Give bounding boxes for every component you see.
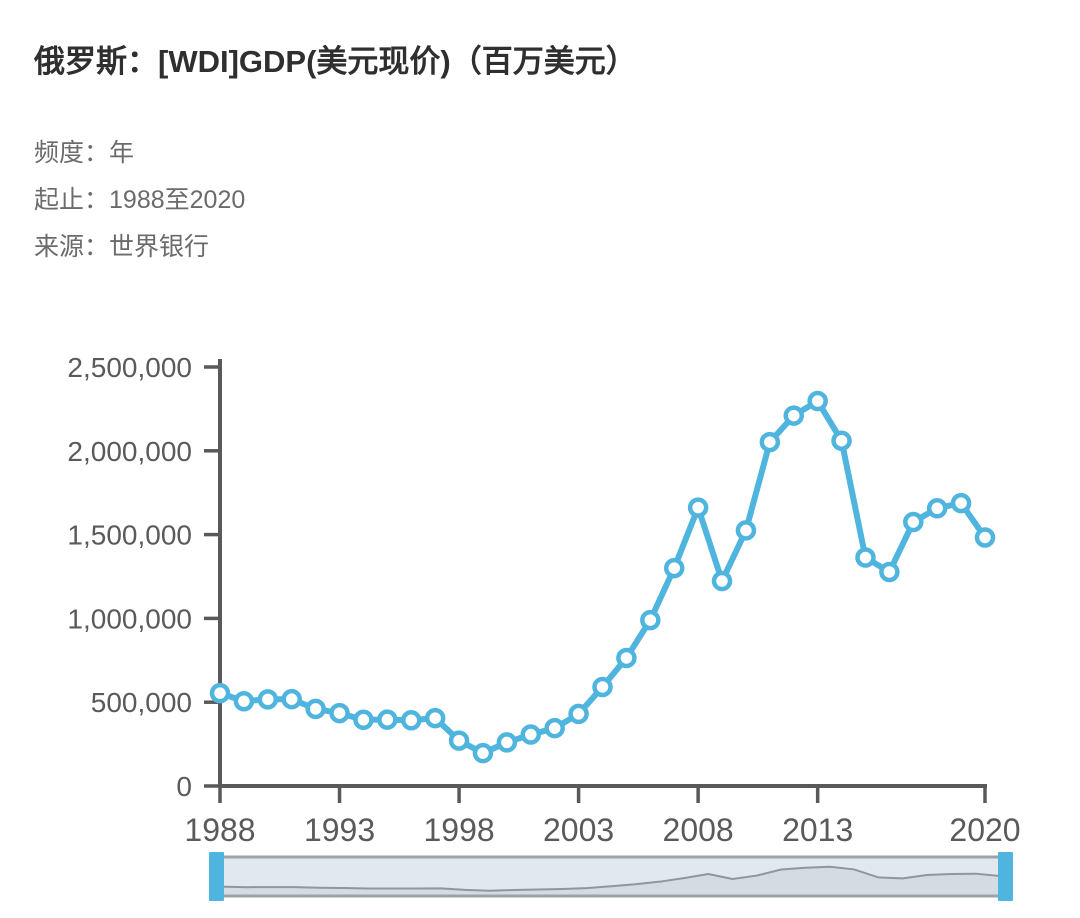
range-end-handle[interactable] xyxy=(998,852,1013,901)
data-point-marker[interactable] xyxy=(592,676,613,698)
data-point-marker[interactable] xyxy=(305,698,326,720)
data-point-marker[interactable] xyxy=(926,498,948,519)
x-axis-tick-label: 2003 xyxy=(543,812,614,848)
data-point-marker[interactable] xyxy=(640,609,661,631)
meta-label-frequency: 频度： xyxy=(34,139,110,167)
range-navigator[interactable] xyxy=(209,852,1013,901)
data-point-marker[interactable] xyxy=(544,717,565,739)
data-point-marker[interactable] xyxy=(616,647,637,669)
x-axis-tick-label: 2013 xyxy=(782,812,853,848)
meta-value-period: 1988至2020 xyxy=(109,186,246,214)
y-axis-tick-label: 500,000 xyxy=(91,687,192,718)
metadata-block: 频度：年 起止：1988至2020 来源：世界银行 xyxy=(34,130,245,271)
x-axis-ticks: 1988 1993 1998 2003 2008 2013 2020 xyxy=(184,786,1021,848)
page-title: 俄罗斯：[WDI]GDP(美元现价)（百万美元） xyxy=(34,44,637,79)
x-axis-tick-label: 1993 xyxy=(304,812,375,848)
data-point-marker[interactable] xyxy=(783,405,804,426)
data-point-marker[interactable] xyxy=(950,492,972,514)
data-point-marker[interactable] xyxy=(759,431,781,453)
range-start-handle[interactable] xyxy=(209,852,224,901)
data-point-marker[interactable] xyxy=(472,742,494,764)
y-axis-tick-label: 2,500,000 xyxy=(67,352,192,383)
y-axis-tick-label: 2,000,000 xyxy=(67,436,192,467)
meta-value-source: 世界银行 xyxy=(109,233,210,261)
range-preview-area xyxy=(221,865,1001,897)
data-point-marker[interactable] xyxy=(448,730,470,751)
data-point-marker[interactable] xyxy=(735,520,757,541)
data-point-marker[interactable] xyxy=(879,561,900,583)
data-point-marker[interactable] xyxy=(281,688,302,710)
y-axis-tick-label: 0 xyxy=(176,771,192,802)
x-axis-tick-label: 2020 xyxy=(949,812,1020,848)
data-point-marker[interactable] xyxy=(974,527,996,548)
data-point-marker[interactable] xyxy=(209,682,231,704)
data-point-marker[interactable] xyxy=(257,689,279,710)
data-point-marker[interactable] xyxy=(807,390,828,412)
meta-label-source: 来源： xyxy=(34,233,110,261)
data-point-marker[interactable] xyxy=(377,709,398,730)
y-axis-tick-label: 1,000,000 xyxy=(67,603,192,634)
data-point-marker[interactable] xyxy=(520,724,542,745)
data-point-marker[interactable] xyxy=(568,703,589,725)
data-point-marker[interactable] xyxy=(687,497,709,518)
x-axis-tick-label: 1988 xyxy=(184,812,255,848)
data-point-marker[interactable] xyxy=(663,557,685,579)
meta-row-frequency: 频度：年 xyxy=(34,130,245,177)
data-point-marker[interactable] xyxy=(233,690,255,712)
x-axis-tick-label: 2008 xyxy=(663,812,734,848)
data-point-marker[interactable] xyxy=(496,732,518,753)
y-axis-ticks: 0 500,000 1,000,000 1,500,000 2,000,000 2,500… xyxy=(67,352,220,802)
data-point-marker[interactable] xyxy=(711,570,733,592)
meta-label-period: 起止： xyxy=(34,186,110,214)
meta-row-source: 来源：世界银行 xyxy=(34,224,245,271)
meta-row-period: 起止：1988至2020 xyxy=(34,177,245,224)
data-point-marker[interactable] xyxy=(401,710,422,731)
gdp-series-line xyxy=(217,398,988,757)
meta-value-frequency: 年 xyxy=(109,139,135,167)
data-point-marker[interactable] xyxy=(831,430,852,451)
data-point-marker[interactable] xyxy=(855,547,876,568)
data-point-marker[interactable] xyxy=(903,511,924,533)
data-point-marker[interactable] xyxy=(424,707,446,729)
y-axis-tick-label: 1,500,000 xyxy=(67,520,192,551)
gdp-series-markers xyxy=(209,390,996,764)
data-point-marker[interactable] xyxy=(353,709,374,731)
axis-lines xyxy=(218,359,987,788)
x-axis-tick-label: 1998 xyxy=(423,812,494,848)
data-point-marker[interactable] xyxy=(329,702,350,724)
range-track-border xyxy=(222,855,1000,898)
